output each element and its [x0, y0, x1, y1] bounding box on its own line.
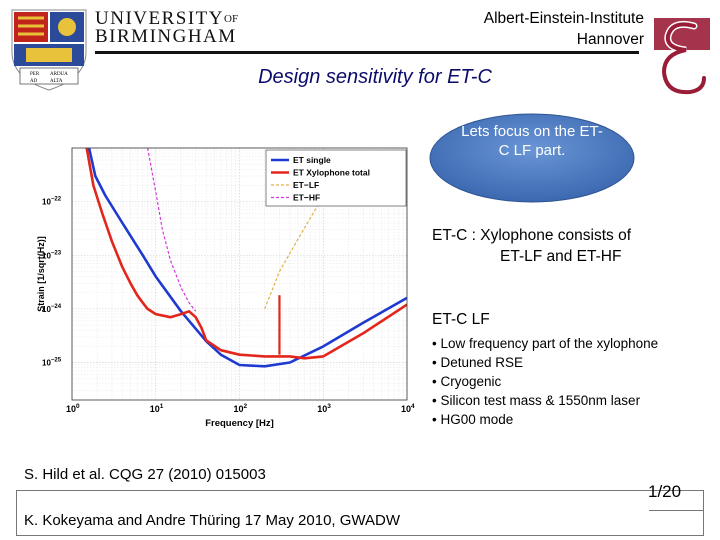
xylophone-description: ET-C : Xylophone consists of ET-LF and E…: [432, 225, 707, 267]
slide-title: Design sensitivity for ET-C: [258, 66, 492, 88]
y-axis-label: Strain [1/sqrt(Hz)]: [36, 236, 46, 312]
institute-name-line1: Albert-Einstein-Institute: [483, 10, 644, 27]
callout-bubble: [429, 113, 635, 203]
legend-label: ET−LF: [293, 180, 319, 190]
aei-logo: [654, 18, 710, 96]
x-tick-label: 103: [317, 403, 331, 414]
y-tick-label: 10−23: [42, 250, 62, 260]
bullet-item: • Low frequency part of the xylophone: [432, 336, 659, 351]
legend-label: ET single: [293, 155, 331, 165]
callout-text: Lets focus on the ET-C LF part.: [461, 123, 603, 159]
university-name-of: OF: [224, 13, 239, 25]
citation: S. Hild et al. CQG 27 (2010) 015003: [24, 466, 266, 483]
institute-name-line2: Hannover: [576, 31, 644, 48]
chart-legend: ET single ET Xylophone total ET−LF ET−HF: [265, 149, 407, 207]
legend-box: [265, 149, 407, 207]
y-tick-label: 10−25: [42, 358, 62, 368]
xylophone-line1: ET-C : Xylophone consists of: [432, 227, 632, 244]
bullet-item: • Silicon test mass & 1550nm laser: [432, 393, 641, 408]
x-tick-label: 101: [150, 403, 164, 414]
page-number: 1/20: [648, 482, 682, 501]
chart-axes: 100 101 102 103 104 10−25 10−24 10−23 10−22 Frequ…: [36, 147, 415, 429]
y-tick-label: 10−22: [42, 197, 62, 207]
legend-label: ET Xylophone total: [293, 168, 370, 178]
plot-frame: [71, 147, 408, 401]
university-name: UNIVERSITYOF BIRMINGHAM: [95, 8, 239, 47]
crest-motto-left: PER: [30, 72, 40, 77]
x-tick-label: 102: [234, 403, 248, 414]
series-line-et-hf: [147, 148, 197, 312]
y-tick-label: 10−24: [42, 304, 62, 314]
footer-rule: [649, 510, 704, 511]
header-divider: [95, 51, 639, 54]
etc-lf-heading: ET-C LF: [432, 311, 490, 328]
footer-authors: K. Kokeyama and Andre Thüring 17 May 201…: [24, 512, 401, 529]
crest-motto-left2: AD: [30, 79, 38, 84]
x-axis-label: Frequency [Hz]: [205, 418, 274, 429]
xylophone-line2: ET-LF and ET-HF: [500, 248, 622, 265]
bullet-item: • Detuned RSE: [432, 355, 524, 370]
institute-name: Albert-Einstein-Institute Hannover: [430, 8, 644, 50]
x-tick-label: 100: [66, 403, 80, 414]
footer-box: [16, 490, 704, 536]
university-crest-logo: PER ARDUA AD ALTA: [11, 9, 87, 91]
university-name-line1: UNIVERSITY: [95, 8, 224, 29]
university-name-line2: BIRMINGHAM: [95, 26, 237, 47]
bullet-item: • HG00 mode: [432, 412, 514, 427]
legend-label: ET−HF: [293, 193, 320, 203]
x-tick-label: 104: [401, 403, 415, 414]
crest-motto-right2: ALTA: [50, 79, 63, 84]
crest-motto-right: ARDUA: [50, 72, 68, 77]
bullet-item: • Cryogenic: [432, 374, 502, 389]
etc-lf-bullet-list: • Low frequency part of the xylophone • …: [432, 334, 658, 429]
series-line-et-xylophone-total: [85, 148, 407, 360]
sensitivity-chart: 100 101 102 103 104 10−25 10−24 10−23 10−22 Frequ…: [36, 147, 415, 429]
